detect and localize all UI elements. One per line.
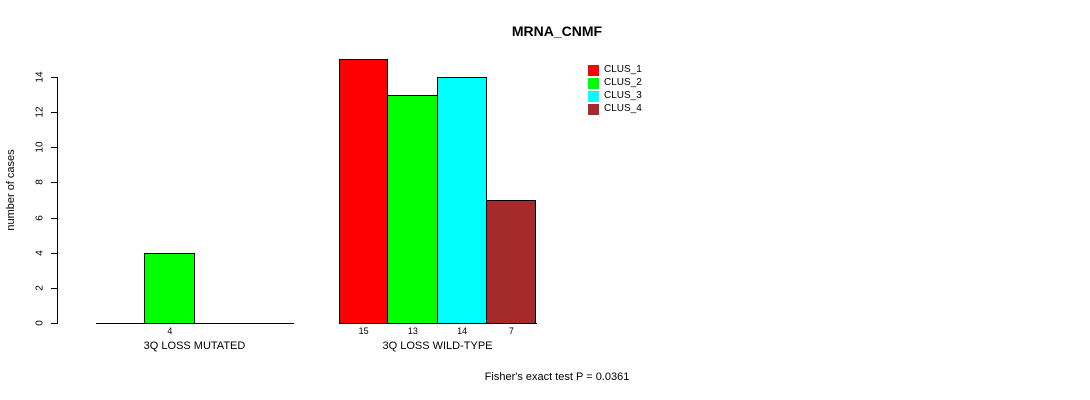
y-tick	[51, 112, 57, 114]
y-tick	[51, 252, 57, 254]
y-tick-label: 4	[34, 249, 46, 256]
legend-label: CLUS_3	[604, 90, 642, 101]
bar-clus_2	[144, 252, 195, 324]
legend-swatch-clus_1	[588, 65, 599, 76]
bar-clus_4	[485, 200, 536, 324]
y-tick-label: 14	[34, 71, 46, 83]
bar-clus_3	[436, 77, 487, 324]
footnote-fisher-test: Fisher's exact test P = 0.0361	[484, 371, 630, 383]
bar-value-label: 14	[457, 326, 468, 336]
group-baseline	[96, 323, 294, 324]
y-tick-label: 12	[34, 106, 46, 118]
category-label: 3Q LOSS MUTATED	[143, 340, 246, 352]
y-tick-label: 6	[34, 214, 46, 221]
y-tick-label: 10	[34, 141, 46, 153]
y-tick-label: 2	[34, 285, 46, 291]
y-tick-label: 0	[34, 320, 46, 326]
bar-value-label: 15	[358, 326, 369, 336]
y-axis-label: number of cases	[5, 149, 17, 231]
y-axis-line	[57, 77, 58, 324]
y-tick	[51, 323, 57, 324]
category-label: 3Q LOSS WILD-TYPE	[382, 340, 493, 352]
chart-title: MRNA_CNMF	[511, 23, 603, 39]
bar-value-label: 7	[508, 326, 514, 336]
bar-clus_1	[339, 59, 389, 324]
legend-label: CLUS_2	[604, 77, 642, 88]
bar-value-label: 4	[167, 326, 173, 336]
legend-label: CLUS_1	[604, 64, 642, 75]
y-tick-label: 8	[34, 179, 46, 186]
y-tick	[51, 287, 57, 289]
legend-swatch-clus_3	[588, 91, 599, 102]
bar-value-label: 13	[407, 326, 418, 336]
y-tick	[51, 77, 57, 78]
y-tick	[51, 147, 57, 149]
bar-clus_2	[387, 94, 438, 324]
y-tick	[51, 182, 57, 184]
legend-swatch-clus_4	[588, 104, 599, 115]
legend-label: CLUS_4	[604, 103, 642, 114]
legend-swatch-clus_2	[588, 78, 599, 89]
y-tick	[51, 217, 57, 219]
